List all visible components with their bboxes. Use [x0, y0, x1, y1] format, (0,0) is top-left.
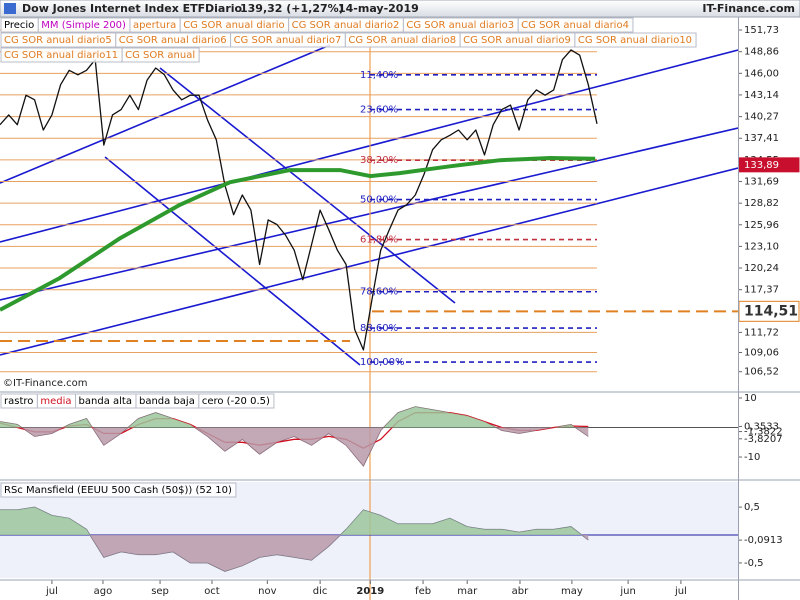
- legend-label: apertura: [133, 20, 176, 31]
- y-tick-label: 120,24: [744, 263, 779, 274]
- y-tick-label: -0,0913: [744, 535, 783, 546]
- y-tick-label: 125,96: [744, 220, 779, 231]
- x-tick-label: jul: [674, 586, 687, 597]
- y-tick-label: 123,10: [744, 241, 779, 252]
- legend-label: rastro: [4, 396, 33, 407]
- quote: 139,32 (+1,27%): [240, 2, 344, 15]
- legend-cell: [198, 393, 275, 409]
- x-tick-label: mar: [457, 586, 478, 597]
- y-tick-label: 137,41: [744, 133, 779, 144]
- fib-label: 61,80%: [360, 235, 398, 246]
- date: 14-may-2019: [338, 2, 419, 15]
- legend-label: MM (Simple 200): [41, 20, 126, 31]
- y-tick-label: 143,14: [744, 90, 779, 101]
- y-tick-label: -0,5: [744, 558, 764, 569]
- y-tick-label: 106,52: [744, 367, 779, 378]
- y-tick-label: 131,69: [744, 176, 779, 187]
- x-tick-label: nov: [258, 586, 276, 597]
- legend: rastro media banda alta banda baja cero (-20…: [0, 393, 275, 409]
- y-tick-label: 10: [744, 393, 757, 404]
- trend-line: [0, 167, 738, 356]
- x-tick-label: 2019: [356, 586, 384, 597]
- legend-label: CG SOR anual diario: [183, 20, 284, 31]
- fib-label: 11,40%: [360, 70, 398, 81]
- x-tick-label: dic: [313, 586, 328, 597]
- fib-label: 78,60%: [360, 287, 398, 298]
- series-line: [0, 49, 598, 351]
- trend-line: [0, 49, 738, 243]
- header-bar: [0, 0, 800, 18]
- x-tick-label: jul: [45, 586, 58, 597]
- y-tick-label: 109,06: [744, 348, 779, 359]
- x-tick-label: jun: [619, 586, 635, 597]
- period: Diario: [205, 2, 243, 15]
- y-tick-label: 0,3533: [744, 421, 779, 432]
- x-tick-label: sep: [151, 586, 169, 597]
- trend-line: [0, 127, 738, 301]
- legend-label: CG SOR anual diario7: [234, 35, 342, 46]
- legend-label: CG SOR anual diario8: [348, 35, 456, 46]
- trend-lines: [0, 44, 738, 600]
- legend-label: media: [40, 396, 71, 407]
- legend-label: CG SOR anual diario10: [578, 35, 692, 46]
- legend-label: Precio: [4, 20, 34, 31]
- legend-label: CG SOR anual diario9: [463, 35, 571, 46]
- series-line: [0, 156, 596, 312]
- fib-label: 50,00%: [360, 195, 398, 206]
- legend: RSc Mansfield (EEUU 500 Cash (50$)) (52 …: [0, 482, 237, 498]
- legend-label: CG SOR anual: [125, 50, 195, 61]
- legend-label: cero (-20 0.5): [202, 396, 270, 407]
- legend-label: CG SOR anual diario3: [406, 20, 514, 31]
- trend-line: [104, 156, 361, 366]
- area-positive: [0, 507, 589, 536]
- legend-label: CG SOR anual diario4: [521, 20, 629, 31]
- legend-label: banda baja: [139, 396, 195, 407]
- x-tick-label: feb: [415, 586, 431, 597]
- area-negative: [21, 427, 589, 466]
- legend-cell: [121, 47, 200, 63]
- fib-label: 100,00%: [360, 357, 405, 368]
- y-tick-label: 128,82: [744, 198, 779, 209]
- y-tick-label: 117,37: [744, 285, 779, 296]
- x-tick-label: ago: [94, 586, 113, 597]
- fib-label: 23,60%: [360, 105, 398, 116]
- area-negative: [89, 535, 589, 572]
- x-tick-label: abr: [512, 586, 529, 597]
- legend-cell: [0, 482, 237, 498]
- legend-label: CG SOR anual diario5: [4, 35, 112, 46]
- watermark: ©IT-Finance.com: [3, 378, 88, 389]
- fib-label: 88,60%: [360, 323, 398, 334]
- brand: IT-Finance.com: [702, 2, 795, 15]
- y-tick-label: 111,72: [744, 327, 779, 338]
- legend: Precio MM (Simple 200) apertura CG SOR anua…: [0, 17, 697, 63]
- y-tick-label: 148,86: [744, 47, 779, 58]
- legend-label: banda alta: [79, 396, 132, 407]
- legend-cell: [574, 32, 697, 48]
- legend-cell: [517, 17, 634, 33]
- y-tick-label: 146,00: [744, 68, 779, 79]
- trend-line: [159, 67, 456, 304]
- y-tick-label: -3,8207: [744, 434, 783, 445]
- legend-label: CG SOR anual diario6: [119, 35, 227, 46]
- icon: [4, 3, 16, 14]
- x-tick-label: oct: [204, 586, 220, 597]
- area-positive: [0, 406, 589, 428]
- value-marker-label: 114,51: [744, 303, 798, 319]
- y-tick-label: -1,3822: [744, 427, 783, 438]
- title: Dow Jones Internet Index ETF: [22, 2, 205, 15]
- y-tick-label: 140,27: [744, 112, 779, 123]
- y-tick-label: 151,73: [744, 25, 779, 36]
- y-tick-label: 0,5: [744, 502, 760, 513]
- fib-label: 38,20%: [360, 155, 398, 166]
- legend-label: CG SOR anual diario2: [292, 20, 400, 31]
- y-tick-label: -10: [744, 452, 760, 463]
- legend-label: CG SOR anual diario11: [4, 50, 118, 61]
- value-marker-label: 133,89: [744, 160, 779, 171]
- header: Dow Jones Internet Index ETF Diario 139,…: [0, 0, 800, 18]
- x-tick-label: may: [561, 586, 583, 597]
- legend-label: RSc Mansfield (EEUU 500 Cash (50$)) (52 …: [4, 485, 232, 496]
